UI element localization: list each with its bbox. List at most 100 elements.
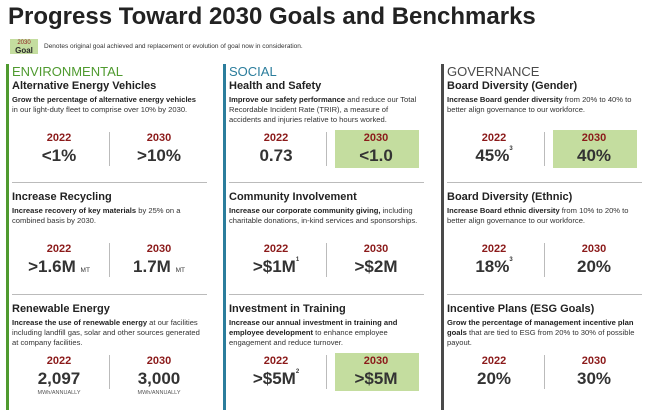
value-text: <1% [41, 146, 77, 165]
footnote-mark: 1 [295, 257, 300, 263]
value-text: >$5M [252, 369, 296, 388]
description-part: and reduce our Total Recordable Incident… [229, 95, 417, 124]
value-text: 1.7M [133, 257, 171, 276]
cell-value: 3,000 [116, 369, 202, 389]
row-separator [229, 182, 424, 183]
value-text: >$2M [354, 257, 398, 276]
column-heading: GOVERNANCE [447, 64, 540, 79]
description-part: Grow the percentage of management incent… [447, 318, 634, 337]
cell-year: 2030 [146, 243, 172, 255]
cell-year: 2022 [263, 132, 289, 144]
value-text: >1.6M [28, 257, 76, 276]
cell-year: 2022 [263, 355, 289, 367]
value-text: 3,000 [137, 369, 181, 388]
item-description: Improve our safety performance and reduc… [229, 95, 419, 125]
cell-divider [109, 243, 110, 277]
description-part: at our facilities including landfill gas… [12, 318, 200, 347]
row-separator [229, 294, 424, 295]
cell-year: 2022 [46, 355, 72, 367]
cell-value: >$5M [333, 369, 419, 389]
description-part: Increase the use of renewable energy [12, 318, 148, 327]
row-separator [12, 182, 207, 183]
cell-value: 1.7M MT [116, 257, 202, 277]
cell-divider [326, 243, 327, 277]
item-description: Increase our annual investment in traini… [229, 318, 419, 348]
column-bar [6, 64, 9, 410]
cell-year: 2030 [581, 355, 607, 367]
column-bar [223, 64, 226, 410]
highlight-box [553, 130, 637, 168]
value-unit: MT [80, 267, 90, 274]
cell-value: 40% [551, 146, 637, 166]
item-title: Increase Recycling [12, 191, 112, 203]
cell-divider [544, 355, 545, 389]
page-title: Progress Toward 2030 Goals and Benchmark… [8, 3, 536, 30]
description-part: Improve our safety performance [229, 95, 346, 104]
cell-year: 2030 [146, 355, 172, 367]
cell-year: 2022 [481, 355, 507, 367]
item-title: Incentive Plans (ESG Goals) [447, 303, 595, 315]
item-title: Board Diversity (Gender) [447, 80, 578, 92]
cell-value: 30% [551, 369, 637, 389]
cell-value: 20% [451, 369, 537, 389]
value-text: >$1M [252, 257, 296, 276]
cell-value: >$2M [333, 257, 419, 277]
badge-word: Goal [15, 46, 33, 55]
value-text: 20% [476, 369, 512, 388]
description-part: by 25% on a combined basis by 2030. [12, 206, 181, 225]
description-part: that are tied to ESG from 20% to 30% of … [447, 328, 635, 347]
badge-year: 2030 [17, 40, 31, 46]
column-heading: SOCIAL [229, 64, 277, 79]
item-description: Increase the use of renewable energy at … [12, 318, 202, 348]
description-part: Increase our annual investment in traini… [229, 318, 398, 337]
cell-value: 45%3 [451, 146, 537, 166]
footnote-mark: 3 [509, 257, 513, 263]
description-part: Increase Board gender diversity [447, 95, 563, 104]
cell-year: 2030 [363, 132, 389, 144]
cell-value: 18%3 [451, 257, 537, 277]
description-part: from 10% to 20% to better align governan… [447, 206, 629, 225]
cell-year: 2022 [263, 243, 289, 255]
cell-value: >$1M1 [233, 257, 319, 277]
footnote-mark: 3 [509, 146, 513, 152]
value-text: <1.0 [359, 146, 393, 165]
item-description: Grow the percentage of alternative energ… [12, 95, 202, 115]
cell-year: 2030 [146, 132, 172, 144]
value-text: 0.73 [259, 146, 293, 165]
item-description: Increase Board gender diversity from 20%… [447, 95, 637, 115]
value-text: 45% [475, 146, 510, 165]
description-part: Grow the percentage of alternative energ… [12, 95, 197, 104]
value-note: MWh/ANNUALLY [137, 390, 181, 396]
item-title: Renewable Energy [12, 303, 110, 315]
column-bar [441, 64, 444, 410]
cell-divider [326, 132, 327, 166]
row-separator [12, 294, 207, 295]
cell-divider [109, 132, 110, 166]
footnote-mark: 2 [295, 369, 300, 375]
cell-divider [544, 132, 545, 166]
cell-value: 2,097 [16, 369, 102, 389]
item-description: Increase recovery of key materials by 25… [12, 206, 202, 226]
value-text: 2,097 [37, 369, 81, 388]
cell-divider [109, 355, 110, 389]
cell-value: <1% [16, 146, 102, 166]
value-text: 18% [475, 257, 510, 276]
value-unit: MT [175, 267, 185, 274]
value-text: >$5M [354, 369, 398, 388]
cell-year: 2022 [481, 243, 507, 255]
cell-year: 2030 [363, 243, 389, 255]
item-title: Community Involvement [229, 191, 357, 203]
cell-value: >$5M2 [233, 369, 319, 389]
cell-year: 2022 [46, 243, 72, 255]
description-part: including charitable donations, in-kind … [229, 206, 418, 225]
value-text: >10% [137, 146, 181, 165]
cell-value: >10% [116, 146, 202, 166]
cell-year: 2022 [481, 132, 507, 144]
cell-value: >1.6M MT [16, 257, 102, 277]
cell-divider [326, 355, 327, 389]
item-description: Grow the percentage of management incent… [447, 318, 637, 348]
description-part: in our light-duty fleet to comprise over… [12, 105, 188, 114]
description-part: Increase Board ethnic diversity [447, 206, 560, 215]
value-text: 20% [576, 257, 612, 276]
